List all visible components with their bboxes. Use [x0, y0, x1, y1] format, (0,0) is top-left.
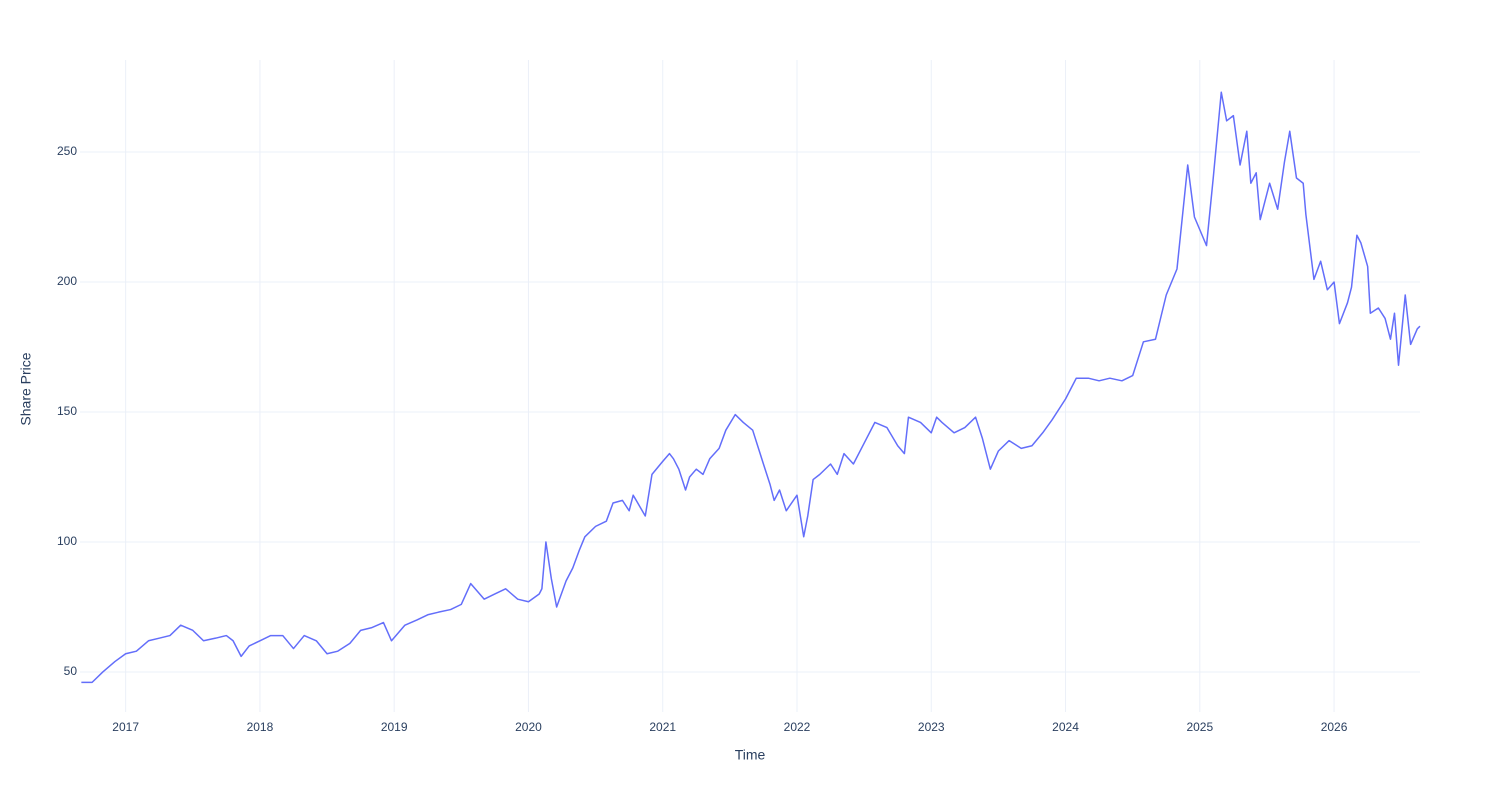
- x-tick-label: 2021: [649, 720, 676, 734]
- x-tick-label: 2018: [247, 720, 274, 734]
- x-tick-label: 2020: [515, 720, 542, 734]
- x-tick-label: 2024: [1052, 720, 1079, 734]
- y-tick-label: 100: [57, 534, 77, 548]
- x-tick-label: 2026: [1321, 720, 1348, 734]
- y-axis-title: Share Price: [18, 352, 34, 425]
- y-tick-label: 150: [57, 404, 77, 418]
- y-tick-label: 50: [64, 664, 78, 678]
- x-tick-label: 2022: [784, 720, 811, 734]
- x-tick-label: 2017: [112, 720, 139, 734]
- y-tick-label: 200: [57, 274, 77, 288]
- x-tick-label: 2023: [918, 720, 945, 734]
- x-axis-title: Time: [735, 747, 766, 763]
- y-tick-label: 250: [57, 144, 77, 158]
- x-tick-label: 2019: [381, 720, 408, 734]
- price-line: [81, 91, 1421, 684]
- x-tick-label: 2025: [1186, 720, 1213, 734]
